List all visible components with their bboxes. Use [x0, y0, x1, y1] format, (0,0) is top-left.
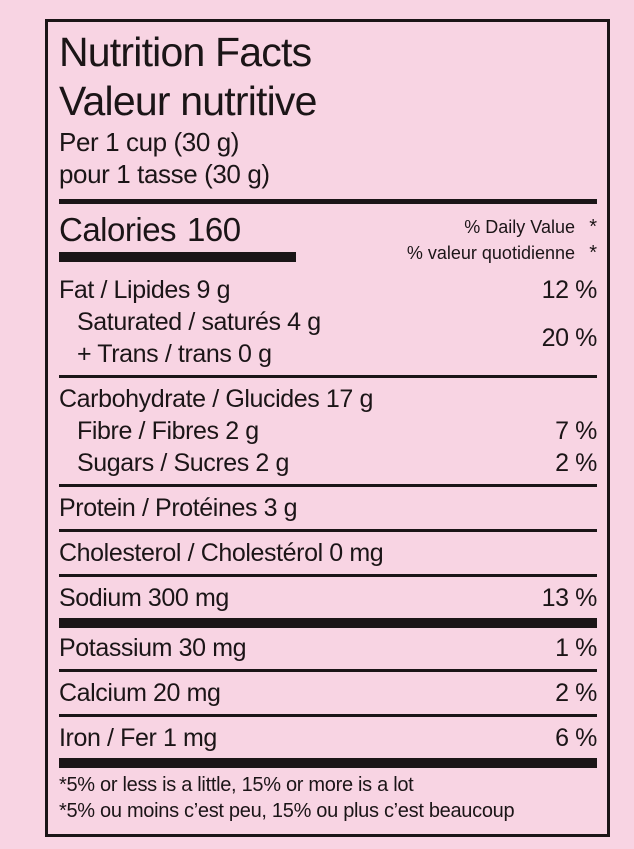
nutrient-dv: 13 % [541, 584, 598, 612]
nutrient-row-fibre: Fibre / Fibres 2 g 7 % [59, 415, 597, 447]
serving-size-english: Per 1 cup (30 g) [59, 127, 240, 157]
nutrient-dv: 6 % [555, 724, 597, 752]
carbohydrate-group: Carbohydrate / Glucides 17 g Fibre / Fib… [59, 383, 597, 479]
nutrient-label: Calcium 20 mg [59, 679, 221, 707]
divider [59, 484, 597, 487]
divider-thick [59, 758, 597, 768]
nutrient-label: Protein / Protéines 3 g [59, 494, 298, 522]
calories-block: Calories 160 [59, 211, 296, 266]
daily-value-header-english: % Daily Value * [407, 214, 597, 240]
calories-section: Calories 160 % Daily Value * % valeur quot… [59, 211, 597, 266]
nutrient-row-sugars: Sugars / Sucres 2 g 2 % [59, 447, 597, 479]
divider [59, 574, 597, 577]
divider-heavy-top [59, 199, 597, 204]
fat-group: Fat / Lipides 9 g 12 % Saturated / satur… [59, 274, 597, 370]
nutrient-label: Potassium 30 mg [59, 634, 247, 662]
daily-value-asterisk: * [589, 242, 597, 264]
nutrient-dv: 2 % [555, 449, 597, 477]
nutrition-facts-label: Nutrition Facts Valeur nutritive Per 1 c… [45, 19, 610, 837]
nutrient-row-fat: Fat / Lipides 9 g 12 % [59, 274, 597, 306]
nutrient-row-trans: + Trans / trans 0 g [59, 338, 542, 370]
footnote-block: *5% or less is a little, 15% or more is … [59, 772, 597, 824]
nutrient-row-calcium: Calcium 20 mg 2 % [59, 677, 597, 709]
nutrient-label: Fibre / Fibres 2 g [77, 417, 259, 445]
divider [59, 669, 597, 672]
nutrient-label: Cholesterol / Cholestérol 0 mg [59, 539, 384, 567]
footnote-french: *5% ou moins c’est peu, 15% ou plus c’es… [59, 800, 515, 822]
saturated-trans-dv: 20 % [541, 324, 598, 352]
nutrient-dv: 1 % [555, 634, 597, 662]
saturated-trans-subgroup: Saturated / saturés 4 g + Trans / trans … [59, 306, 597, 370]
nutrient-row-sodium: Sodium 300 mg 13 % [59, 582, 597, 614]
daily-value-header-french: % valeur quotidienne * [407, 240, 597, 266]
nutrient-row-protein: Protein / Protéines 3 g [59, 492, 597, 524]
nutrient-row-saturated: Saturated / saturés 4 g [59, 306, 542, 338]
footnote-english: *5% or less is a little, 15% or more is … [59, 774, 414, 796]
daily-value-header-en-text: % Daily Value [464, 217, 575, 237]
nutrient-label: Fat / Lipides 9 g [59, 276, 231, 304]
nutrient-row-potassium: Potassium 30 mg 1 % [59, 632, 597, 664]
nutrient-dv: 7 % [555, 417, 597, 445]
calories-underline-bar [59, 252, 296, 262]
saturated-trans-labels: Saturated / saturés 4 g + Trans / trans … [59, 306, 542, 370]
calories-line: Calories 160 [59, 211, 296, 249]
title-french: Valeur nutritive [59, 78, 317, 124]
daily-value-asterisk: * [589, 216, 597, 238]
nutrient-label: Carbohydrate / Glucides 17 g [59, 385, 373, 413]
nutrient-label: Sodium 300 mg [59, 584, 229, 612]
daily-value-header: % Daily Value * % valeur quotidienne * [407, 211, 597, 266]
nutrient-label: Saturated / saturés 4 g [77, 308, 321, 336]
nutrient-label: Sugars / Sucres 2 g [77, 449, 289, 477]
nutrient-dv: 2 % [555, 679, 597, 707]
nutrient-row-cholesterol: Cholesterol / Cholestérol 0 mg [59, 537, 597, 569]
divider [59, 529, 597, 532]
nutrient-row-carbohydrate: Carbohydrate / Glucides 17 g [59, 383, 597, 415]
nutrient-label: Iron / Fer 1 mg [59, 724, 217, 752]
nutrient-dv: 12 % [541, 276, 598, 304]
divider [59, 375, 597, 378]
nutrient-label: + Trans / trans 0 g [77, 340, 272, 368]
serving-size-french: pour 1 tasse (30 g) [59, 159, 270, 189]
daily-value-header-fr-text: % valeur quotidienne [406, 243, 575, 263]
calories-label: Calories [59, 211, 177, 248]
calories-value: 160 [187, 211, 241, 248]
divider [59, 714, 597, 717]
nutrient-row-iron: Iron / Fer 1 mg 6 % [59, 722, 597, 754]
divider-thick [59, 618, 597, 628]
title-english: Nutrition Facts [59, 29, 312, 75]
